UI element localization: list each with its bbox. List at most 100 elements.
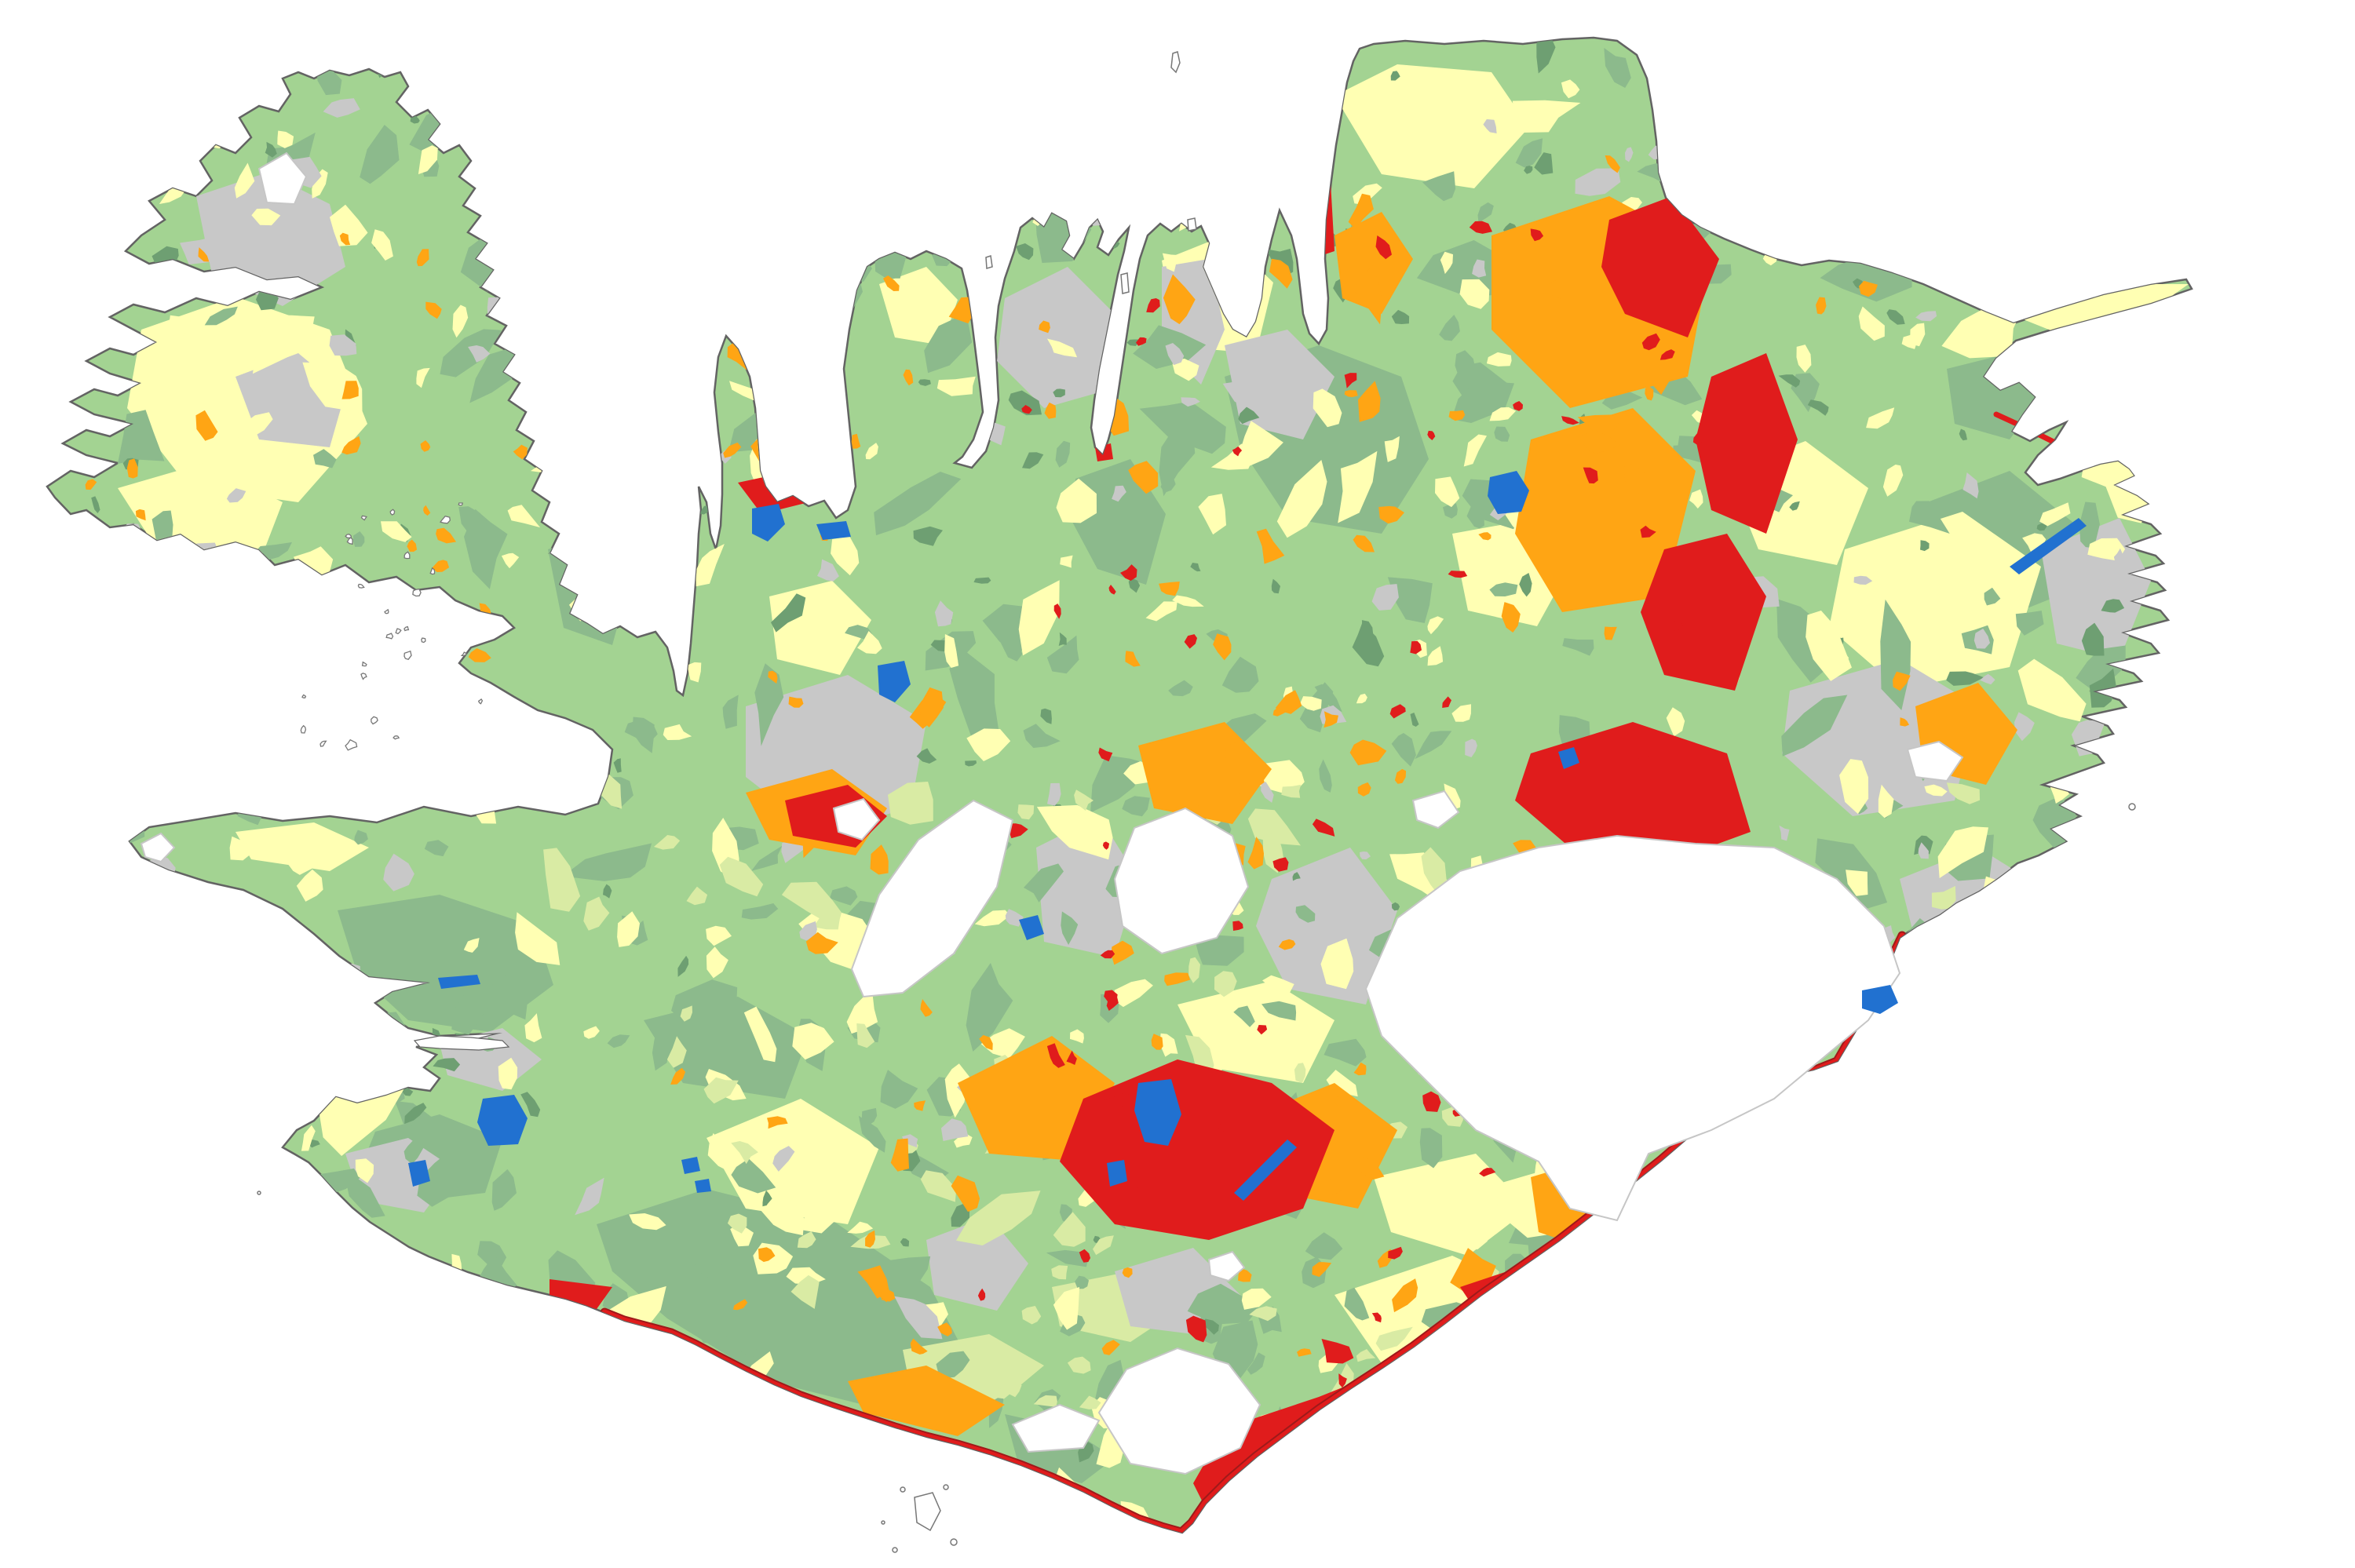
orange-flecks-blob (1163, 274, 1196, 325)
orange-flecks-blob (979, 1034, 993, 1051)
yellow-patches-blob (1060, 555, 1073, 568)
yellow-patches-blob (1356, 693, 1367, 704)
yellow-patches-blob (799, 1191, 851, 1234)
red-flecks-blob (1184, 634, 1197, 649)
island-vestmannaeyjar-skerry-5 (881, 1520, 885, 1525)
glacier-myrdalsjokull (1097, 1347, 1261, 1475)
yellow-patches-blob (371, 229, 393, 261)
yellow-green-patches-blob (666, 1036, 687, 1068)
yellow-patches-blob (865, 443, 878, 460)
south-coast-erosion-strip (601, 932, 1905, 1533)
gray-flecks-blob (902, 1134, 918, 1148)
orange-flecks-blob (1900, 717, 1909, 727)
orange-flecks-blob (1269, 258, 1293, 289)
yellow-patches-blob (301, 1125, 316, 1151)
sage-streaks-blob (1984, 587, 2001, 606)
yellow-patches-blob (251, 208, 281, 226)
yellow-green-patches-blob (1053, 1212, 1086, 1247)
sage-streaks-blob (845, 625, 872, 641)
gray-flecks-blob (1261, 782, 1274, 803)
orange-flecks-blob (1352, 1156, 1385, 1180)
yellow-patches-blob (1666, 707, 1685, 737)
breidafjordur-islets-blob (403, 551, 411, 560)
dark-green-flecks-blob (603, 884, 612, 899)
orange-flecks-blob (881, 1289, 896, 1302)
yellow-green-patches-blob (790, 1274, 820, 1309)
gray-flecks-blob (1371, 584, 1399, 611)
orange-flecks-blob (670, 1067, 686, 1085)
orange-flecks-blob (1637, 339, 1671, 395)
orange-flecks-blob (1151, 1034, 1163, 1050)
red-flecks-blob (1102, 841, 1110, 850)
breidafjordur-islets-group (300, 502, 484, 751)
orange-flecks-blob (857, 1265, 889, 1299)
red-flecks-blob (1583, 467, 1598, 484)
yellow-patches-blob (1901, 334, 1917, 349)
orange-flecks-blob (1039, 320, 1050, 334)
dark-green-flecks-blob (433, 1058, 461, 1072)
orange-flecks-blob (1111, 940, 1134, 965)
gray-flecks-blob (2014, 712, 2035, 742)
breidafjordur-islets-blob (392, 735, 400, 740)
yellow-patches-blob (330, 204, 368, 246)
yellow-patches-blob (381, 521, 412, 542)
breidafjordur-islets-blob (357, 583, 365, 589)
yellow-patches-blob (687, 662, 702, 683)
orange-west-blob (432, 560, 450, 572)
sage-streaks-blob (722, 695, 739, 729)
red-flecks-blob (1066, 1050, 1077, 1065)
orange-flecks-blob (1893, 671, 1911, 691)
dark-green-flecks-blob (520, 1092, 541, 1118)
yellow-patches-blob (1858, 306, 1885, 341)
orange-flecks-blob (1128, 461, 1159, 494)
yellow-patches-blob (1114, 979, 1153, 1008)
sage-streaks-blob (2076, 645, 2126, 691)
orange-flecks-blob (1159, 582, 1180, 596)
yellow-patches-blob (296, 869, 323, 902)
yellow-patches-blob (1459, 279, 1490, 309)
dark-green-flecks-blob (700, 505, 709, 515)
dark-green-flecks-blob (2101, 599, 2125, 613)
breidafjordur-islets-blob (346, 536, 353, 545)
orange-west-blob (423, 505, 431, 516)
lake-hop (752, 504, 785, 542)
yellow-patches-blob (1882, 465, 1904, 497)
orange-flecks-blob (937, 1322, 952, 1336)
lake-myvatn (1488, 471, 1529, 514)
sage-streaks-blob (1046, 1249, 1089, 1267)
yellow-patches-blob (937, 376, 976, 396)
glaciers (140, 151, 1964, 1475)
lake-laugarvatn (695, 1179, 711, 1193)
red-flecks-blob (1321, 1339, 1354, 1364)
orange-flecks-blob (767, 1116, 788, 1129)
orange-flecks-blob (1297, 1348, 1312, 1357)
yellow-patches-blob (2022, 533, 2046, 554)
lake-apavatn (681, 1157, 700, 1174)
sage-streaks-blob (1415, 731, 1452, 760)
red-flecks-blob (1638, 754, 1654, 767)
dark-green-flecks-blob (1391, 902, 1400, 911)
yellow-patches-blob (1300, 696, 1322, 711)
gray-flecks-blob (1625, 147, 1634, 162)
sage-streaks-blob (451, 978, 495, 1035)
sage-streaks-blob (1455, 350, 1477, 382)
orange-flecks-blob (865, 1230, 875, 1248)
red-flecks-blob (1021, 405, 1032, 414)
sage-streaks-blob (1122, 796, 1150, 817)
gray-flecks-blob (1962, 472, 1979, 499)
red-flecks-blob (1272, 857, 1289, 872)
orange-west-blob (407, 539, 418, 552)
orange-flecks-blob (1312, 1262, 1332, 1278)
orange-west-blob (198, 247, 210, 262)
breidafjordur-islets-blob (395, 628, 402, 635)
sage-streaks-blob (1295, 905, 1316, 923)
red-flecks-blob (1530, 228, 1544, 242)
gray-flecks-blob (940, 1118, 969, 1141)
breidafjordur-islets-blob (360, 673, 367, 680)
yellow-patches-blob (1839, 759, 1869, 815)
yellow-patches-blob (1440, 251, 1453, 275)
dark-green-flecks-blob (404, 1103, 427, 1125)
yellow-green-patches-blob (703, 1077, 739, 1104)
orange-west-blob (195, 410, 218, 441)
dark-green-flecks-blob (1053, 388, 1065, 398)
